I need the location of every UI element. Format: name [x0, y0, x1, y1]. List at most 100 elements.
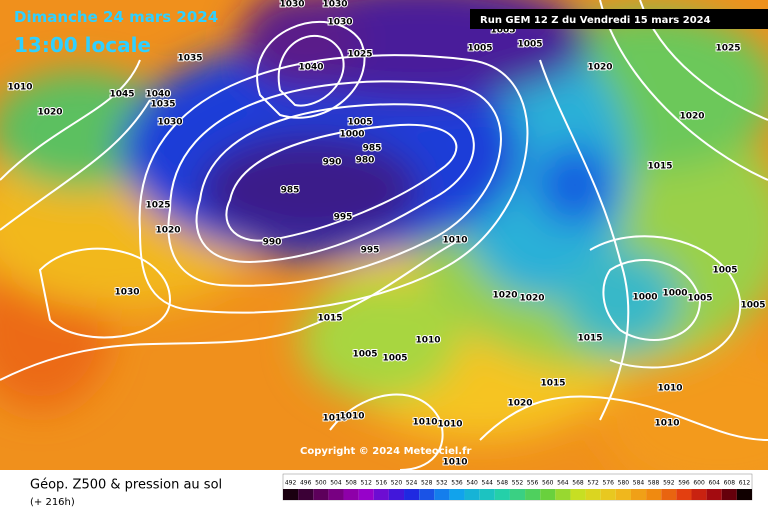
isobar-label: 1025 [145, 201, 170, 211]
scale-label: 556 [527, 480, 539, 487]
scale-label: 552 [512, 480, 524, 487]
scale-swatch [494, 489, 510, 500]
isobar-label: 1010 [442, 458, 467, 468]
isobar-label: 1025 [347, 50, 372, 60]
scale-swatch [676, 489, 692, 500]
scale-label: 592 [663, 480, 675, 487]
isobar-label: 1010 [412, 418, 437, 428]
scale-swatch [721, 489, 737, 500]
scale-label: 584 [633, 480, 645, 487]
isobar-label: 1015 [540, 379, 565, 389]
isobar-label: 1010 [339, 412, 364, 422]
isobar-label: 1020 [679, 112, 704, 122]
scale-swatch [570, 489, 586, 500]
isobar-label: 990 [323, 158, 342, 168]
scale-swatch [313, 489, 329, 500]
scale-label: 596 [678, 480, 690, 487]
isobar-label: 1010 [322, 414, 347, 424]
isobar-label: 1000 [632, 293, 657, 303]
isobar-label: 1020 [155, 226, 180, 236]
scale-label: 500 [315, 480, 327, 487]
scale-swatch [585, 489, 601, 500]
scale-label: 504 [330, 480, 342, 487]
isobar-label: 1010 [7, 83, 32, 93]
isobar-label: 990 [263, 238, 282, 248]
scale-label: 536 [451, 480, 463, 487]
isobar-label: 985 [363, 144, 382, 154]
scale-swatch [283, 489, 299, 500]
scale-label: 564 [557, 480, 569, 487]
isobar-label: 1005 [467, 44, 492, 54]
isobar-label: 1030 [279, 0, 304, 10]
scale-swatch [464, 489, 480, 500]
run-info: Run GEM 12 Z du Vendredi 15 mars 2024 [480, 15, 711, 26]
isobar-label: 1030 [157, 118, 182, 128]
isobar-label: 1025 [715, 44, 740, 54]
isobar-label: 1015 [577, 334, 602, 344]
scale-label: 572 [587, 480, 599, 487]
isobar-label: 995 [334, 213, 353, 223]
forecast-date: Dimanche 24 mars 2024 [14, 8, 218, 26]
scale-label: 516 [376, 480, 388, 487]
isobar-label: 1015 [317, 314, 342, 324]
scale-label: 608 [724, 480, 736, 487]
scale-swatch [298, 489, 314, 500]
isobar-label: 1000 [339, 130, 364, 140]
scale-swatch [706, 489, 722, 500]
scale-swatch [736, 489, 752, 500]
isobar-label: 1035 [177, 54, 202, 64]
isobar-label: 1020 [507, 399, 532, 409]
scale-swatch [615, 489, 631, 500]
scale-swatch [691, 489, 707, 500]
forecast-time: 13:00 locale [14, 33, 151, 57]
scale-label: 528 [421, 480, 433, 487]
scale-swatch [600, 489, 616, 500]
isobar-label: 980 [356, 156, 375, 166]
isobar-label: 1005 [687, 294, 712, 304]
scale-label: 520 [391, 480, 403, 487]
scale-swatch [525, 489, 541, 500]
isobar-label: 1010 [654, 419, 679, 429]
scale-swatch [555, 489, 571, 500]
scale-label: 576 [603, 480, 615, 487]
scale-label: 508 [345, 480, 357, 487]
scale-label: 588 [648, 480, 660, 487]
scale-label: 568 [572, 480, 584, 487]
scale-swatch [388, 489, 405, 500]
scale-label: 496 [300, 480, 312, 487]
scale-label: 580 [618, 480, 630, 487]
legend-title: Géop. Z500 & pression au sol [30, 478, 222, 493]
isobar-label: 1000 [662, 289, 687, 299]
scale-swatch [479, 489, 495, 500]
scale-label: 544 [482, 480, 494, 487]
isobar-label: 1005 [347, 118, 372, 128]
isobars [0, 0, 768, 470]
scale-label: 532 [436, 480, 448, 487]
isobar-label: 1030 [114, 288, 139, 298]
isobar-label: 1030 [327, 18, 352, 28]
scale-label: 524 [406, 480, 418, 487]
scale-swatch [540, 489, 556, 500]
isobar-label: 1020 [519, 294, 544, 304]
isobar-label: 1020 [37, 108, 62, 118]
scale-swatch [630, 489, 647, 500]
scale-label: 540 [466, 480, 478, 487]
scale-label: 548 [497, 480, 509, 487]
scale-swatch [343, 489, 359, 500]
scale-swatch [661, 489, 677, 500]
isobar-label: 1010 [442, 236, 467, 246]
isobar-label: 995 [361, 246, 380, 256]
scale-swatch [373, 489, 389, 500]
scale-swatch [328, 489, 344, 500]
scale-label: 600 [693, 480, 705, 487]
scale-swatch [358, 489, 374, 500]
isobar-label: 1030 [322, 0, 347, 10]
scale-swatch [434, 489, 450, 500]
isobar-label: 1005 [382, 354, 407, 364]
isobar-label: 1005 [352, 350, 377, 360]
isobar-label: 1040 [298, 63, 323, 73]
scale-label: 560 [542, 480, 554, 487]
